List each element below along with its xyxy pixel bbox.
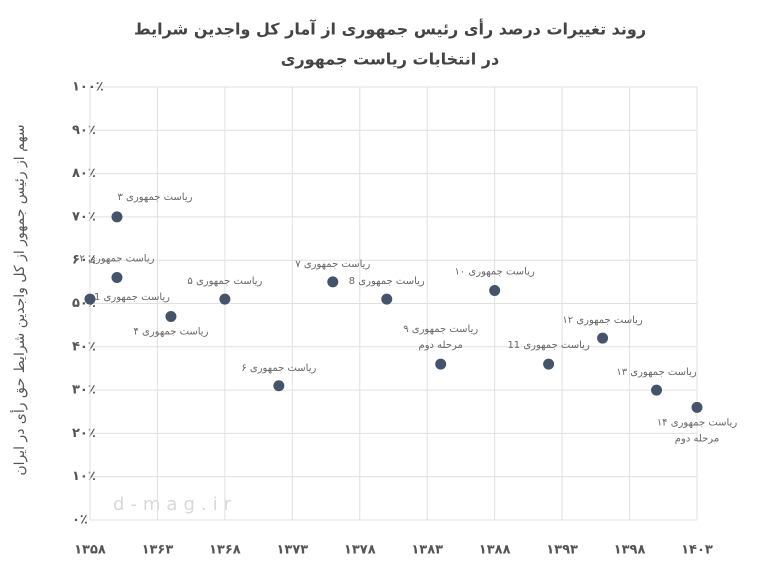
y-axis-label: سهم از رئیس جمهور از کل واجدین شرایط حق … — [10, 124, 28, 475]
y-tick-label: ۷۰٪ — [72, 209, 96, 224]
point-label: ریاست جمهوری 8 — [349, 276, 425, 287]
point-label: ریاست جمهوری ۷ — [295, 259, 370, 270]
x-tick-label: ۱۳۶۳ — [142, 543, 174, 558]
point — [219, 293, 231, 305]
point — [597, 332, 609, 344]
point — [651, 384, 663, 396]
point-label: ریاست جمهوری ۱۲ — [562, 315, 643, 326]
y-tick-label: ۳۰٪ — [72, 383, 96, 398]
chart-title: روند تغییرات درصد رأی رئیس جمهوری از آما… — [134, 19, 646, 39]
y-tick-label: ۱۰٪ — [72, 469, 96, 484]
x-tick-label: ۱۳۹۳ — [546, 543, 578, 558]
point-label: ریاست جمهوری ۲ — [79, 254, 154, 265]
watermark: d-mag.ir — [113, 494, 237, 515]
point-label: ریاست جمهوری 1 — [94, 292, 170, 303]
point — [381, 293, 393, 305]
y-tick-label: ۱۰۰٪ — [72, 80, 104, 95]
point-label: مرحله دوم — [419, 340, 463, 351]
point-label: ریاست جمهوری ۵ — [187, 276, 262, 287]
x-tick-label: ۱۳۷۳ — [276, 543, 308, 558]
point — [111, 211, 123, 223]
point-label: ریاست جمهوری ۴ — [133, 326, 208, 337]
point-label: ریاست جمهوری 11 — [507, 340, 590, 351]
point-label: ریاست جمهوری ۶ — [241, 363, 316, 374]
point-label: ریاست جمهوری ۱۴ — [657, 417, 738, 428]
point — [489, 285, 501, 297]
x-tick-label: ۱۳۷۸ — [344, 543, 376, 558]
point — [543, 358, 555, 370]
point-label: ریاست جمهوری ۹ — [403, 324, 478, 335]
point — [165, 310, 177, 322]
point — [273, 380, 285, 392]
y-tick-label: ۸۰٪ — [72, 166, 96, 181]
point — [111, 272, 123, 284]
x-tick-label: ۱۳۸۳ — [411, 543, 443, 558]
chart-subtitle: در انتخابات ریاست جمهوری — [281, 50, 499, 69]
point — [435, 358, 447, 370]
point — [84, 293, 96, 305]
y-tick-label: ۲۰٪ — [72, 426, 96, 441]
point-label: ریاست جمهوری ۱۰ — [454, 267, 535, 278]
point — [691, 401, 703, 413]
x-tick-label: ۱۳۹۸ — [614, 543, 646, 558]
point-label: مرحله دوم — [675, 433, 719, 444]
x-tick-label: ۱۳۵۸ — [74, 543, 106, 558]
x-tick-label: ۱۳۸۸ — [479, 543, 511, 558]
point-label: ریاست جمهوری ۱۳ — [616, 367, 697, 378]
y-tick-label: ۹۰٪ — [72, 123, 96, 138]
point — [327, 276, 339, 288]
x-tick-label: ۱۳۶۸ — [209, 543, 241, 558]
y-tick-label: ۴۰٪ — [72, 339, 96, 354]
x-tick-label: ۱۴۰۳ — [681, 543, 713, 558]
y-tick-label: ۰٪ — [72, 513, 88, 528]
point-label: ریاست جمهوری ۳ — [117, 192, 192, 203]
